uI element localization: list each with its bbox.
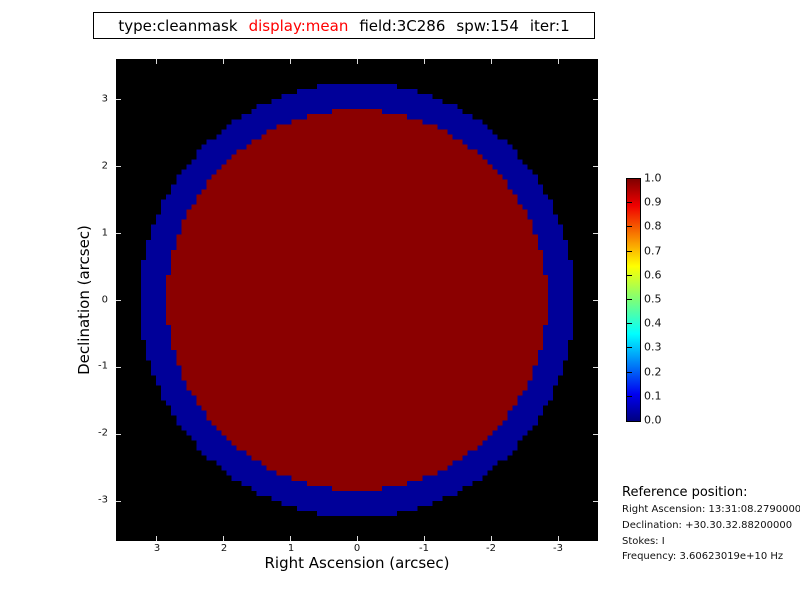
- y-tick-mark: [593, 433, 598, 435]
- y-tick-mark: [116, 500, 121, 502]
- colorbar-tick-label: 0.2: [644, 365, 662, 379]
- y-axis-tick-label: -3: [98, 494, 108, 506]
- x-axis-tick-label: 3: [153, 543, 161, 554]
- x-tick-mark: [223, 59, 225, 64]
- y-axis-title: Declination (arcsec): [75, 225, 93, 375]
- x-tick-mark: [490, 536, 492, 541]
- colorbar-tick-mark: [627, 226, 632, 227]
- colorbar-tick-mark: [627, 251, 632, 252]
- reference-line: Right Ascension: 13:31:08.27900000: [622, 504, 800, 515]
- y-tick-mark: [116, 366, 121, 368]
- y-tick-mark: [593, 366, 598, 368]
- y-tick-mark: [116, 233, 121, 235]
- colorbar-tick-label: 0.6: [644, 268, 662, 282]
- x-axis-tick-label: 1: [287, 543, 295, 554]
- colorbar-tick-mark: [627, 396, 632, 397]
- x-tick-mark: [223, 536, 225, 541]
- x-tick-mark: [423, 59, 425, 64]
- reference-line: Stokes: I: [622, 536, 665, 547]
- title-segment: display:mean: [248, 16, 349, 35]
- colorbar-tick-mark: [627, 323, 632, 324]
- y-axis-tick-label: -2: [98, 427, 108, 439]
- y-tick-mark: [116, 433, 121, 435]
- plot-area: [116, 59, 598, 541]
- y-tick-mark: [593, 300, 598, 301]
- colorbar-tick-mark: [627, 299, 632, 300]
- y-axis-tick-label: 1: [101, 227, 108, 239]
- x-axis-tick-label: -2: [486, 543, 496, 554]
- mask-canvas: [116, 59, 598, 541]
- reference-line: Frequency: 3.60623019e+10 Hz: [622, 551, 784, 562]
- x-tick-mark: [156, 59, 158, 64]
- colorbar-tick-label: 0.3: [644, 340, 662, 354]
- title-segment: type:cleanmask: [118, 16, 238, 35]
- y-axis-tick-label: -1: [98, 360, 108, 372]
- title-segment: iter:1: [529, 16, 570, 35]
- colorbar-tick-mark: [627, 275, 632, 276]
- colorbar-tick-label: 0.1: [644, 389, 662, 403]
- title-segment: spw:154: [456, 16, 519, 35]
- x-tick-mark: [357, 536, 358, 541]
- y-axis-tick-label: 2: [101, 160, 108, 172]
- x-axis-tick-label: 0: [353, 543, 361, 554]
- colorbar-tick-label: 0.9: [644, 195, 662, 209]
- y-tick-mark: [593, 99, 598, 101]
- colorbar-tick-label: 0.7: [644, 244, 662, 258]
- x-tick-mark: [490, 59, 492, 64]
- colorbar-tick-mark: [627, 372, 632, 373]
- x-tick-mark: [557, 59, 559, 64]
- y-axis-tick-label: 0: [101, 294, 108, 306]
- title-segment: field:3C286: [359, 16, 446, 35]
- x-tick-mark: [156, 536, 158, 541]
- y-axis-tick-label: 3: [101, 93, 108, 105]
- x-tick-mark: [423, 536, 425, 541]
- colorbar-tick-label: 0.4: [644, 316, 662, 330]
- colorbar-tick-label: 0.8: [644, 219, 662, 233]
- y-tick-mark: [116, 166, 121, 168]
- title-box: type:cleanmask display:mean field:3C286 …: [93, 12, 595, 39]
- colorbar-tick-mark: [627, 202, 632, 203]
- y-tick-mark: [116, 99, 121, 101]
- x-axis-tick-label: -1: [419, 543, 429, 554]
- x-tick-mark: [290, 59, 292, 64]
- colorbar-tick-label: 0.5: [644, 292, 662, 306]
- x-axis-title: Right Ascension (arcsec): [264, 554, 450, 572]
- y-tick-mark: [593, 166, 598, 168]
- reference-line: Declination: +30.30.32.88200000: [622, 520, 793, 531]
- colorbar-tick-mark: [627, 347, 632, 348]
- x-tick-mark: [557, 536, 559, 541]
- y-tick-mark: [116, 300, 121, 301]
- y-tick-mark: [593, 233, 598, 235]
- x-axis-tick-label: 2: [220, 543, 228, 554]
- colorbar: [626, 178, 641, 422]
- colorbar-tick-label: 0.0: [644, 413, 662, 427]
- x-tick-mark: [290, 536, 292, 541]
- reference-heading: Reference position:: [622, 485, 748, 500]
- x-axis-tick-label: -3: [553, 543, 563, 554]
- x-tick-mark: [357, 59, 358, 64]
- y-tick-mark: [593, 500, 598, 502]
- colorbar-tick-label: 1.0: [644, 171, 662, 185]
